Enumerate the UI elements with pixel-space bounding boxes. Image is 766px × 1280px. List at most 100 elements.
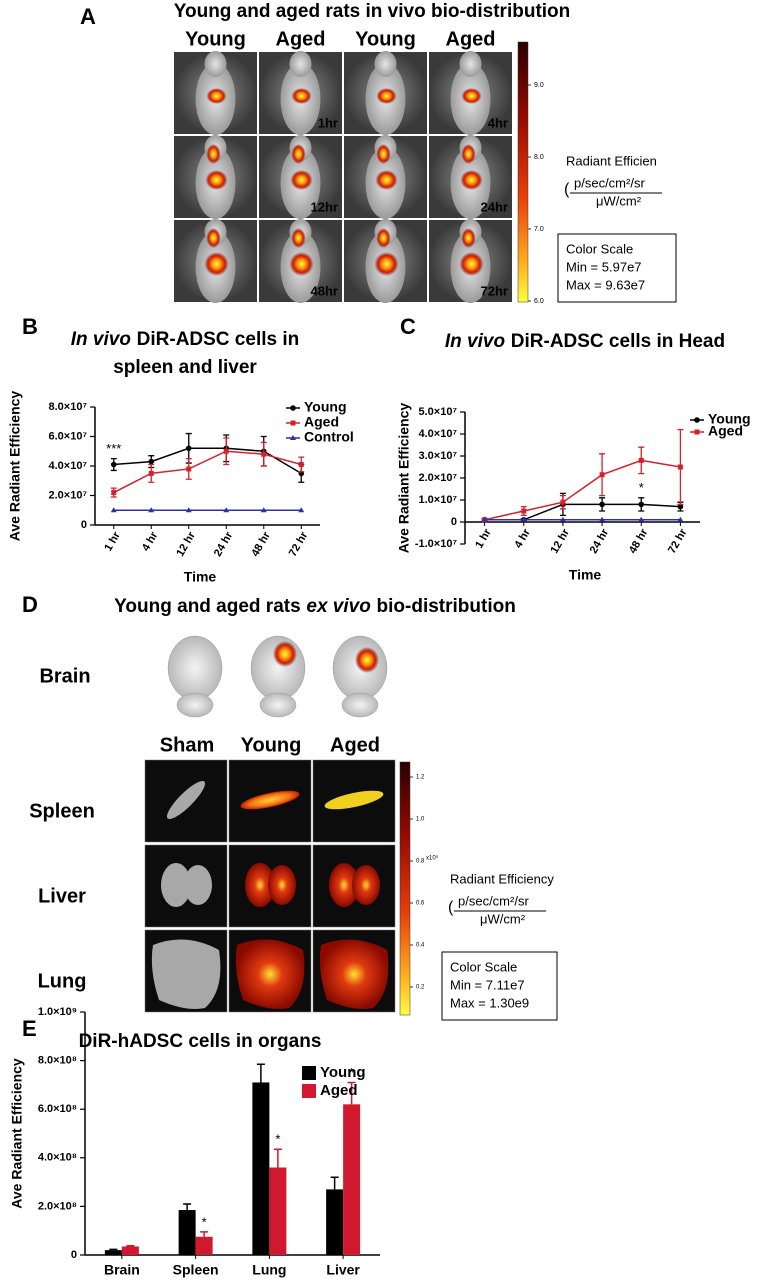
- x-tick-label: 24 hr: [212, 529, 236, 558]
- brain-stem: [341, 692, 379, 718]
- x-axis-label: Time: [184, 569, 217, 585]
- legend-label: Young: [320, 1064, 366, 1081]
- units-numerator: p/sec/cm²/sr: [458, 893, 529, 908]
- x-tick-label: Liver: [326, 1262, 360, 1278]
- y-tick-label: 8.0×10⁸: [38, 1055, 77, 1067]
- series-line: [484, 459, 681, 521]
- legend-swatch: [302, 1066, 316, 1080]
- annotation: *: [275, 1132, 280, 1147]
- signal: [289, 252, 314, 276]
- time-label: 4hr: [488, 115, 508, 130]
- y-tick-label: 1.0×10⁷: [419, 494, 458, 506]
- signal: [461, 88, 482, 104]
- rat-head: [204, 51, 227, 77]
- bar: [104, 1250, 122, 1255]
- column-header: Aged: [446, 28, 496, 50]
- marker: [559, 516, 566, 522]
- x-tick-label: 24 hr: [588, 526, 612, 555]
- signal: [376, 228, 391, 248]
- marker: [638, 457, 644, 463]
- time-label: 48hr: [311, 283, 338, 298]
- marker: [599, 516, 606, 522]
- bar: [252, 1082, 270, 1255]
- signal: [374, 252, 399, 276]
- scale-box: [557, 233, 677, 303]
- time-label: 24hr: [481, 199, 508, 214]
- organ: [324, 790, 384, 810]
- y-tick-label: 3.0×10⁷: [419, 450, 458, 462]
- bar: [121, 1246, 139, 1255]
- organ: [235, 939, 305, 1009]
- time-label: 1hr: [318, 115, 338, 130]
- rat-head: [289, 51, 312, 77]
- signal: [206, 144, 221, 164]
- x-tick-label: 48 hr: [249, 529, 273, 558]
- error-bar: [256, 1063, 265, 1083]
- colorbar-tick-label: 0.8: [416, 859, 425, 865]
- chart-title: DiR-hADSC cells in organs: [79, 1031, 322, 1052]
- marker: [694, 417, 700, 423]
- legend-label: Control: [304, 429, 354, 445]
- title: DiR-ADSC cells in: [137, 329, 300, 350]
- title: In vivo: [71, 329, 131, 350]
- organ: [319, 939, 389, 1009]
- y-axis-label: Ave Radiant Efficiency: [7, 391, 23, 542]
- column-header: Young: [241, 734, 302, 756]
- marker: [260, 507, 267, 513]
- title: In vivo: [445, 331, 505, 352]
- chart-title: spleen and liver: [113, 357, 257, 378]
- marker: [223, 507, 230, 513]
- scale-box: [441, 951, 558, 1021]
- marker: [599, 472, 605, 478]
- title: ex vivo: [306, 596, 370, 617]
- marker: [298, 507, 305, 513]
- scale-max: Max = 9.63e7: [566, 277, 645, 292]
- y-tick-label: 0: [81, 519, 87, 531]
- column-header: Aged: [276, 28, 326, 50]
- annotation: ***: [106, 441, 121, 456]
- organ: [329, 863, 359, 907]
- y-tick-label: 4.0×10⁸: [38, 1152, 77, 1164]
- panel-title: Young and aged rats in vivo bio-distribu…: [174, 1, 571, 22]
- x-tick-label: 12 hr: [548, 526, 572, 555]
- units-title: Radiant Efficien: [566, 153, 657, 168]
- series-line: [484, 503, 681, 521]
- organ: [184, 865, 212, 905]
- signal: [206, 228, 221, 248]
- column-header: Sham: [160, 734, 214, 756]
- y-tick-label: 4.0×10⁷: [419, 428, 458, 440]
- colorbar-tick-label: 1.0: [416, 817, 425, 823]
- y-tick-label: 0: [451, 516, 457, 528]
- colorbar-tick-label: 9.0: [534, 82, 544, 89]
- panel-label: E: [22, 1016, 37, 1041]
- annotation: *: [639, 480, 644, 495]
- scale-title: Color Scale: [450, 959, 517, 974]
- rat-head: [374, 51, 397, 77]
- bar: [195, 1236, 213, 1255]
- bar: [178, 1210, 196, 1255]
- brain-stem: [259, 692, 297, 718]
- signal: [459, 252, 484, 276]
- colorbar-tick-label: 0.2: [416, 985, 425, 991]
- signal: [355, 647, 379, 673]
- panel-label: B: [22, 314, 38, 339]
- panel-label: A: [80, 4, 96, 29]
- marker: [223, 448, 229, 454]
- marker: [599, 501, 605, 508]
- bar: [269, 1167, 287, 1255]
- error-bar: [330, 1176, 339, 1190]
- signal: [375, 170, 398, 190]
- x-tick-label: Lung: [252, 1262, 286, 1278]
- colorbar: [399, 761, 411, 1016]
- colorbar: [517, 41, 529, 303]
- colorbar-tick-label: 0.6: [416, 901, 425, 907]
- y-tick-label: 4.0×10⁷: [49, 460, 88, 472]
- x-tick-label: 4 hr: [140, 529, 161, 553]
- colorbar-tick-label: 8.0: [534, 154, 544, 161]
- marker: [261, 451, 267, 457]
- colorbar-tick-label: 0.4: [416, 943, 425, 949]
- signal: [290, 170, 313, 190]
- series-line: [113, 450, 302, 494]
- row-label: Brain: [39, 665, 90, 687]
